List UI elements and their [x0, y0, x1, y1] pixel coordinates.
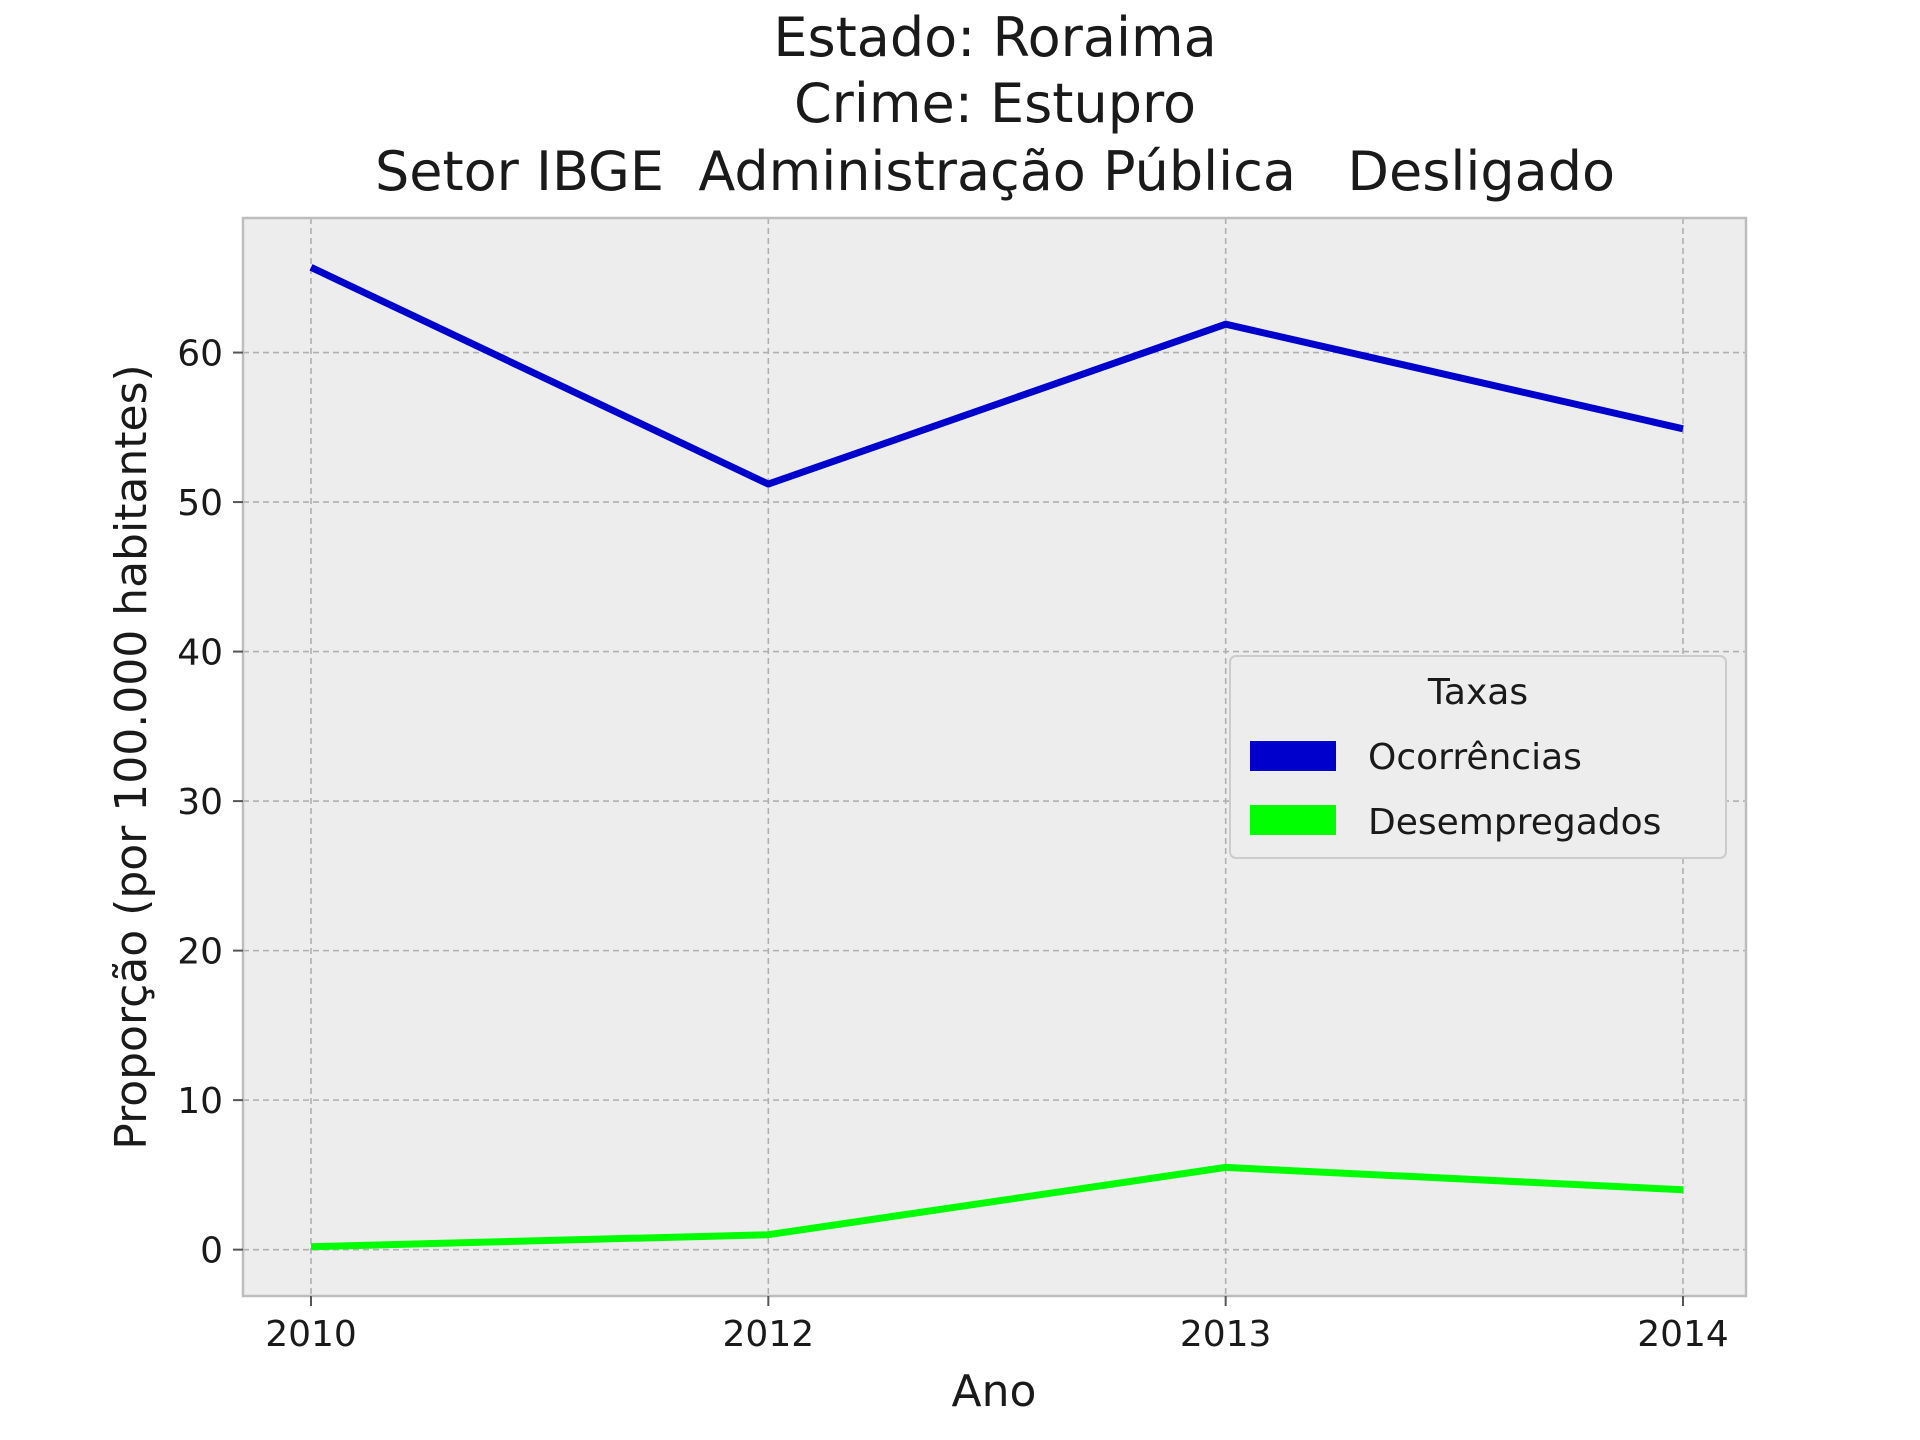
y-axis-label: Proporção (por 100.000 habitantes)	[106, 364, 157, 1149]
y-tick-label: 10	[177, 1081, 223, 1122]
legend-label-desempregados: Desempregados	[1368, 802, 1661, 843]
grid	[243, 218, 1746, 1296]
x-axis-label: Ano	[952, 1366, 1037, 1417]
legend: Taxas Ocorrências Desempregados	[1229, 655, 1727, 859]
legend-box	[1229, 655, 1727, 859]
x-tick-label: 2012	[723, 1314, 815, 1355]
legend-swatch-ocorrencias	[1250, 741, 1336, 771]
series-line-desempregados	[310, 1163, 1684, 1251]
y-tick-label: 50	[177, 483, 223, 524]
y-tick-label: 60	[177, 334, 223, 375]
x-tick-label: 2014	[1637, 1314, 1729, 1355]
y-tick-label: 20	[177, 932, 223, 973]
plot-frame	[241, 216, 1748, 1298]
y-tick-label: 40	[177, 633, 223, 674]
y-tick-label: 30	[177, 782, 223, 823]
title-line-1: Estado: Roraima	[773, 6, 1216, 69]
series-line-ocorrencias	[309, 264, 1684, 488]
legend-swatch-desempregados	[1250, 805, 1336, 835]
series-lines	[309, 264, 1684, 1251]
title-line-3: Setor IBGE Administração Pública Desliga…	[375, 140, 1615, 203]
y-tick-label: 0	[200, 1231, 223, 1272]
legend-label-ocorrencias: Ocorrências	[1368, 737, 1582, 778]
chart-title: Estado: Roraima Crime: Estupro Setor IBG…	[375, 6, 1615, 203]
x-tick-label: 2010	[265, 1314, 357, 1355]
title-line-2: Crime: Estupro	[794, 72, 1196, 135]
x-tick-label: 2013	[1180, 1314, 1272, 1355]
legend-title: Taxas	[1427, 672, 1528, 713]
ticks: 2010 2012 2013 2014 0 10 20 30 40 50 60	[177, 334, 1729, 1355]
